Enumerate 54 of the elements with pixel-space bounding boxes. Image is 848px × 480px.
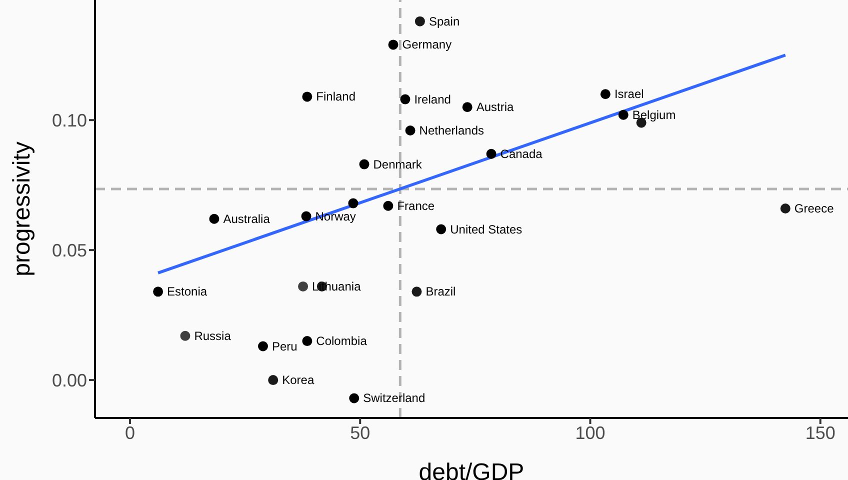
point xyxy=(298,281,308,292)
point xyxy=(209,214,220,224)
annotation: Australia xyxy=(223,212,270,226)
annotation: Denmark xyxy=(373,157,423,172)
point xyxy=(348,198,358,208)
point xyxy=(462,102,472,112)
x-tick-label: 150 xyxy=(805,422,836,443)
annotation: France xyxy=(397,198,435,213)
point xyxy=(388,40,398,50)
annotation: Ireland xyxy=(414,92,451,106)
annotation: Spain xyxy=(428,14,460,28)
x-axis-title: debt/GDP xyxy=(418,459,524,480)
annotation: Colombia xyxy=(316,334,368,348)
point xyxy=(780,203,790,214)
y-tick-label: 0.00 xyxy=(52,370,87,390)
point xyxy=(180,330,190,341)
point xyxy=(436,224,446,234)
annotation: Russia xyxy=(194,328,232,343)
point xyxy=(258,341,268,352)
point xyxy=(268,375,278,386)
annotation: Belgium xyxy=(632,108,676,122)
point xyxy=(486,148,496,159)
annotation: Finland xyxy=(316,90,356,104)
annotation: Germany xyxy=(402,38,452,52)
point xyxy=(302,336,312,346)
annotation: Greece xyxy=(794,201,834,216)
annotation: Israel xyxy=(614,87,644,102)
point xyxy=(302,92,312,102)
annotation: Estonia xyxy=(167,284,208,299)
x-tick-label: 100 xyxy=(575,422,606,443)
point xyxy=(414,16,425,26)
annotation: Switzerland xyxy=(363,391,426,406)
annotation: United States xyxy=(450,222,522,236)
y-axis-title: progressivity xyxy=(8,142,36,276)
point xyxy=(383,200,394,211)
point xyxy=(400,94,410,104)
point xyxy=(153,286,164,297)
point xyxy=(412,286,422,297)
annotation: Canada xyxy=(500,146,543,161)
x-tick-label: 50 xyxy=(350,422,370,443)
point xyxy=(349,393,360,404)
point xyxy=(600,89,610,100)
annotation: Brazil xyxy=(426,284,456,299)
annotation: Netherlands xyxy=(419,123,484,138)
y-tick-label: 0.10 xyxy=(52,110,87,130)
x-tick-label: 0 xyxy=(124,422,135,443)
y-tick-label: 0.05 xyxy=(52,240,87,260)
point xyxy=(359,159,370,170)
point xyxy=(618,110,628,120)
annotation: Peru xyxy=(272,339,298,354)
annotation: Austria xyxy=(476,100,514,114)
point xyxy=(301,211,312,222)
point xyxy=(405,125,416,136)
annotation: Korea xyxy=(282,373,314,388)
